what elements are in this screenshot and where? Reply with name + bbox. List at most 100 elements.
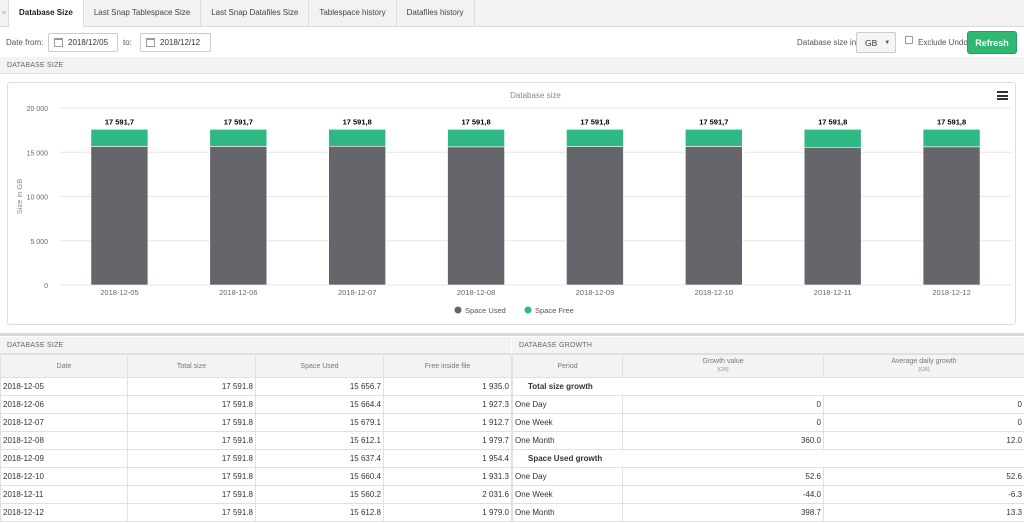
size-unit-select[interactable]: GB ▼: [856, 32, 896, 53]
table-cell: -44.0: [622, 485, 824, 504]
table-cell: 360.0: [622, 431, 824, 450]
bar-total-label: 17 591,8: [937, 117, 966, 126]
bar-total-label: 17 591,8: [580, 117, 609, 126]
tab-tablespace-history[interactable]: Tablespace history: [309, 0, 397, 26]
table-cell: 15 560.2: [255, 485, 384, 504]
y-tick-label: 15 000: [27, 150, 49, 157]
table-cell: 52.6: [823, 467, 1024, 486]
bar-total-label: 17 591,8: [461, 117, 490, 126]
chart-section-title: DATABASE SIZE: [0, 57, 1024, 74]
date-from-field[interactable]: 2018/12/05: [48, 33, 118, 52]
col-period[interactable]: Period: [512, 354, 623, 378]
table-cell: 17 591.8: [127, 413, 256, 432]
bar-space-used: [685, 146, 743, 286]
table-cell: One Day: [512, 467, 623, 486]
table-cell: 1 935.0: [383, 377, 512, 396]
table-row: 2018-12-09 17 591.8 15 637.4 1 954.4: [0, 449, 512, 468]
tab-last-snap-datafiles-size[interactable]: Last Snap Datafiles Size: [201, 0, 310, 26]
table-cell: 17 591.8: [127, 431, 256, 450]
col-growth-value[interactable]: Growth value [GB]: [622, 354, 824, 378]
table-cell: 1 954.4: [383, 449, 512, 468]
col-total-size[interactable]: Total size: [127, 354, 256, 378]
table-cell: 1 912.7: [383, 413, 512, 432]
tab-last-snap-tablespace-size[interactable]: Last Snap Tablespace Size: [84, 0, 202, 26]
table-row: 2018-12-11 17 591.8 15 560.2 2 031.6: [0, 485, 512, 504]
x-tick-label: 2018-12-05: [100, 288, 138, 297]
table-cell: 15 612.1: [255, 431, 384, 450]
table-row: One Month 398.7 13.3: [512, 503, 1024, 522]
growth-table-title: DATABASE GROWTH: [512, 337, 1024, 354]
table-cell: 1 979.0: [383, 503, 512, 522]
tab-datafiles-history[interactable]: Datafiles history: [397, 0, 475, 26]
table-cell: 17 591.8: [127, 377, 256, 396]
growth-unit: [GB]: [717, 367, 729, 373]
table-cell: One Month: [512, 503, 623, 522]
table-cell: 17 591.8: [127, 449, 256, 468]
table-row: One Week 0 0: [512, 413, 1024, 432]
group-row: Space Used growth: [512, 449, 1024, 468]
table-cell: One Day: [512, 395, 623, 414]
panel-divider[interactable]: [0, 333, 1024, 336]
col-free-inside-file[interactable]: Free inside file: [383, 354, 512, 378]
bar-total-label: 17 591,7: [224, 117, 253, 126]
table-cell: 0: [823, 395, 1024, 414]
bar-total-label: 17 591,8: [343, 117, 372, 126]
col-date[interactable]: Date: [0, 354, 128, 378]
table-cell: 1 931.3: [383, 467, 512, 486]
table-cell: 13.3: [823, 503, 1024, 522]
size-unit-label: Database size in: [797, 38, 857, 47]
date-to-field[interactable]: 2018/12/12: [140, 33, 211, 52]
database-growth-table: Period Growth value [GB] Average daily gr…: [512, 354, 1024, 522]
col-average-daily-growth[interactable]: Average daily growth [GB]: [823, 354, 1024, 378]
table-cell: 2018-12-10: [0, 467, 128, 486]
bar-space-free: [922, 129, 981, 148]
legend-marker-space-used: [454, 306, 462, 314]
table-cell: 12.0: [823, 431, 1024, 450]
bar-total-label: 17 591,7: [699, 117, 728, 126]
table-cell: 0: [622, 413, 824, 432]
table-cell: 2018-12-07: [0, 413, 128, 432]
table-cell: 2018-12-08: [0, 431, 128, 450]
x-tick-label: 2018-12-12: [932, 288, 970, 297]
table-cell: One Week: [512, 413, 623, 432]
exclude-undo-checkbox[interactable]: [905, 36, 913, 44]
bar-space-free: [209, 129, 268, 147]
tab-database-size[interactable]: Database Size: [8, 0, 84, 27]
date-to-value: 2018/12/12: [160, 38, 201, 47]
y-tick-label: 0: [44, 283, 48, 290]
table-row: 2018-12-12 17 591.8 15 612.8 1 979.0: [0, 503, 512, 522]
calendar-icon: [146, 38, 155, 47]
refresh-button[interactable]: Refresh: [967, 31, 1017, 54]
legend-label-space-used: Space Used: [465, 306, 506, 315]
chart-menu-icon[interactable]: [997, 91, 1008, 100]
bar-space-free: [685, 129, 743, 147]
table-cell: 2018-12-09: [0, 449, 128, 468]
bar-space-free: [803, 129, 862, 148]
y-axis-label: Size in GB: [15, 179, 24, 214]
calendar-icon: [54, 38, 63, 47]
bar-space-free: [90, 129, 149, 147]
table-cell: One Month: [512, 431, 623, 450]
table-row: 2018-12-10 17 591.8 15 660.4 1 931.3: [0, 467, 512, 486]
table-row: 2018-12-06 17 591.8 15 664.4 1 927.3: [0, 395, 512, 414]
col-space-used[interactable]: Space Used: [255, 354, 384, 378]
bar-space-used: [209, 146, 268, 286]
avg-unit: [GB]: [918, 367, 930, 373]
table-cell: 15 656.7: [255, 377, 384, 396]
bar-total-label: 17 591,8: [818, 117, 847, 126]
y-tick-label: 20 000: [27, 106, 49, 113]
table-cell: 0: [823, 413, 1024, 432]
group-row: Total size growth: [512, 377, 1024, 396]
table-row: 2018-12-08 17 591.8 15 612.1 1 979.7: [0, 431, 512, 450]
caret-down-icon: ▼: [884, 39, 891, 46]
bar-space-used: [447, 146, 505, 286]
bar-space-free: [328, 129, 386, 147]
table-cell: 1 927.3: [383, 395, 512, 414]
table-row: One Day 52.6 52.6: [512, 467, 1024, 486]
growth-value-header: Growth value: [702, 358, 744, 365]
table-cell: -6.3: [823, 485, 1024, 504]
table-cell: 17 591.8: [127, 467, 256, 486]
table-cell: 398.7: [622, 503, 824, 522]
date-to-label: to:: [123, 38, 132, 47]
bar-space-used: [90, 146, 149, 286]
